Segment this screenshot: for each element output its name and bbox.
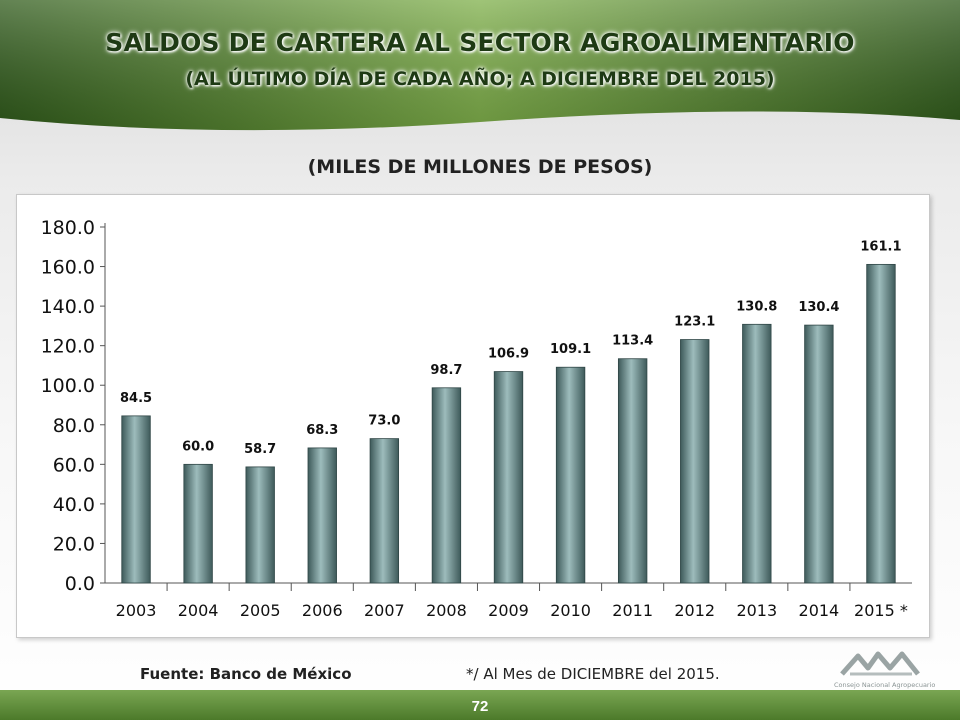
bar-data-label: 98.7 — [430, 363, 462, 378]
bar — [742, 323, 772, 584]
x-tick-label: 2015 * — [854, 601, 908, 620]
cna-logo-icon: Consejo Nacional Agropecuario — [834, 651, 935, 689]
bar-data-label: 58.7 — [244, 442, 276, 457]
x-tick-label: 2004 — [178, 601, 219, 620]
y-tick-label: 180.0 — [41, 217, 95, 239]
y-tick-label: 120.0 — [41, 336, 95, 358]
y-tick-label: 100.0 — [41, 375, 95, 397]
bar — [245, 466, 275, 584]
slide-subtitle: (AL ÚLTIMO DÍA DE CADA AÑO; A DICIEMBRE … — [185, 68, 775, 90]
bar-chart: 0.0 20.0 40.0 60.0 80.0 100.0 120.0 140.0 160.0 1… — [41, 217, 912, 620]
bar-data-label: 68.3 — [306, 423, 338, 438]
bar-data-label: 130.4 — [798, 300, 839, 315]
bar-data-label: 161.1 — [860, 239, 901, 254]
y-tick-label: 80.0 — [53, 415, 95, 437]
x-tick-label: 2006 — [302, 601, 343, 620]
x-tick-label: 2008 — [426, 601, 467, 620]
chart-container: 0.0 20.0 40.0 60.0 80.0 100.0 120.0 140.0 160.0 1… — [16, 194, 930, 638]
y-tick-label: 160.0 — [41, 257, 95, 279]
units-label: (MILES DE MILLONES DE PESOS) — [307, 156, 653, 178]
y-tick-label: 60.0 — [53, 454, 95, 476]
bar-data-label: 73.0 — [368, 414, 400, 429]
x-tick-label: 2010 — [550, 601, 591, 620]
x-tick-label: 2003 — [116, 601, 157, 620]
bar-data-label: 84.5 — [120, 391, 152, 406]
bar-data-label: 130.8 — [736, 299, 777, 314]
x-tick-label: 2007 — [364, 601, 405, 620]
slide-title: SALDOS DE CARTERA AL SECTOR AGROALIMENTA… — [105, 28, 855, 57]
bar-series — [121, 263, 896, 584]
x-tick-label: 2009 — [488, 601, 529, 620]
source-note: Fuente: Banco de México — [140, 665, 352, 683]
bar — [680, 339, 710, 584]
bar — [431, 387, 462, 584]
x-tick-label: 2005 — [240, 601, 281, 620]
x-tick-label: 2012 — [674, 601, 715, 620]
bar — [307, 447, 337, 584]
y-tick-label: 140.0 — [41, 296, 95, 318]
bar — [617, 358, 648, 584]
bar — [493, 371, 524, 584]
bar-data-label: 109.1 — [550, 342, 591, 357]
bar — [121, 415, 151, 584]
y-tick-label: 20.0 — [53, 533, 95, 555]
bar-data-label: 106.9 — [488, 347, 529, 362]
bar-data-label: 60.0 — [182, 439, 214, 454]
page-number: 72 — [471, 698, 489, 715]
y-tick-label: 40.0 — [53, 494, 95, 516]
bar — [555, 366, 586, 584]
bar — [866, 263, 896, 584]
x-tick-label: 2013 — [736, 601, 777, 620]
bar — [183, 463, 213, 584]
bar-data-label: 113.4 — [612, 334, 653, 349]
y-axis-ticks: 0.0 20.0 40.0 60.0 80.0 100.0 120.0 140.0 160.0 1… — [41, 217, 105, 595]
bar — [804, 324, 834, 584]
data-labels: 84.5 60.0 58.7 68.3 73.0 98.7 106.9 109.1 113.4 1… — [120, 239, 902, 457]
bar — [369, 438, 400, 584]
x-axis-ticks: 2003 2004 2005 2006 2007 2008 2009 2010 2011 2012… — [116, 583, 908, 620]
x-tick-label: 2014 — [799, 601, 840, 620]
y-tick-label: 0.0 — [65, 573, 95, 595]
footer-band — [0, 690, 960, 720]
footnote: */ Al Mes de DICIEMBRE del 2015. — [466, 665, 720, 683]
header-band — [0, 0, 960, 131]
bar-data-label: 123.1 — [674, 315, 715, 330]
x-tick-label: 2011 — [612, 601, 653, 620]
logo-caption: Consejo Nacional Agropecuario — [834, 681, 935, 689]
